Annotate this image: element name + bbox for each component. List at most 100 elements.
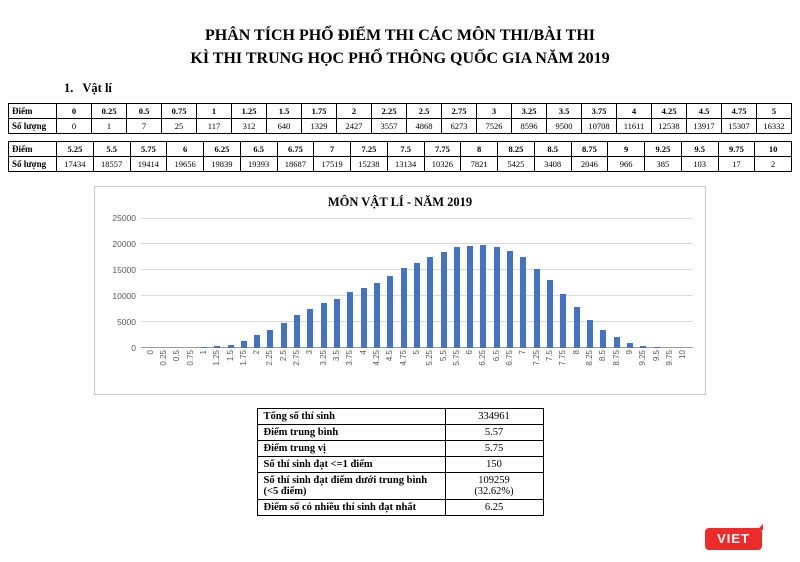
x-tick: 5.5 (437, 350, 450, 390)
score-cell: 6.5 (239, 141, 278, 158)
count-cell: 2427 (336, 118, 372, 135)
summary-row: Số thí sinh đạt <=1 điểm 150 (256, 456, 544, 474)
bar (397, 218, 410, 349)
viet-logo-flag-icon (757, 524, 763, 530)
x-tick: 8 (570, 350, 583, 390)
bar-rect (640, 346, 647, 349)
x-tick: 3.5 (330, 350, 343, 390)
bar (650, 218, 663, 349)
score-cell: 9 (607, 141, 645, 158)
x-tick: 9.25 (637, 350, 650, 390)
bar (357, 218, 370, 349)
x-tick: 9.75 (663, 350, 676, 390)
score-table-part2: Điểm 5.25 5.5 5.75 6 6.25 6.5 6.75 7 7.25 7.5 7.75 8… (8, 141, 792, 173)
bar-rect (307, 309, 314, 349)
x-tick: 1.5 (224, 350, 237, 390)
x-tick-label: 4 (358, 350, 368, 355)
viet-logo: VIET (705, 524, 763, 550)
bar (290, 218, 303, 349)
bar-rect (320, 303, 327, 349)
bar (197, 218, 210, 349)
score-cell: 6.25 (203, 141, 241, 158)
bar (317, 218, 330, 349)
x-tick: 2.5 (277, 350, 290, 390)
row-label: Số lượng (8, 118, 57, 135)
count-cell: 19414 (129, 156, 168, 173)
page-title-line1: PHÂN TÍCH PHỔ ĐIỂM THI CÁC MÔN THI/BÀI T… (205, 27, 595, 44)
x-tick-label: 1.25 (212, 350, 222, 366)
count-cell: 7 (126, 118, 162, 135)
plot-area (141, 218, 693, 349)
viet-logo-text: VIET (717, 531, 750, 546)
bar-rect (214, 346, 221, 349)
chart-body: 0 5000 10000 15000 20000 25000 0 0.25 0.5 0.75 1 1… (107, 214, 693, 390)
section-number: 1. (64, 81, 74, 96)
x-axis: 0 0.25 0.5 0.75 1 1.25 1.5 1.75 2 2.25 2.5 2.75 3 3.2… (141, 350, 693, 390)
x-tick-label: 0.75 (185, 350, 195, 366)
bar-rect (240, 341, 247, 349)
bar-rect (387, 276, 394, 349)
count-cell: 3557 (371, 118, 407, 135)
x-tick-label: 3.5 (332, 350, 342, 362)
x-tick-label: 5.5 (438, 350, 448, 362)
score-cell: 8 (460, 141, 498, 158)
count-cell: 19656 (166, 156, 204, 173)
count-cell: 18687 (276, 156, 315, 173)
x-tick: 3.25 (317, 350, 330, 390)
bar-rect (427, 257, 434, 349)
count-cell: 1 (91, 118, 127, 135)
count-cell: 25 (161, 118, 197, 135)
x-tick: 1.25 (211, 350, 224, 390)
count-cell: 19839 (203, 156, 241, 173)
count-cell: 6273 (441, 118, 477, 135)
count-cell: 15238 (350, 156, 388, 173)
count-cell: 10708 (581, 118, 617, 135)
score-cell: 3.75 (581, 103, 617, 120)
x-tick: 8.25 (583, 350, 596, 390)
bar-rect (653, 347, 660, 349)
count-cell: 3408 (533, 156, 572, 173)
summary-label: Điểm trung bình (256, 424, 446, 442)
y-tick-label: 0 (131, 342, 136, 353)
bar-rect (280, 323, 287, 349)
section-heading: 1. Vật lí (64, 81, 800, 96)
score-cell: 1.25 (231, 103, 267, 120)
x-tick: 5.75 (450, 350, 463, 390)
x-tick-label: 6.75 (505, 350, 515, 366)
bar (344, 218, 357, 349)
x-tick: 2.25 (264, 350, 277, 390)
score-cell: 4.25 (651, 103, 687, 120)
score-cell: 2.25 (371, 103, 407, 120)
x-tick-label: 8.75 (611, 350, 621, 366)
score-cell: 3 (476, 103, 512, 120)
score-cell: 2.75 (441, 103, 477, 120)
bar-rect (586, 320, 593, 349)
x-tick: 7 (517, 350, 530, 390)
score-cell: 8.75 (570, 141, 609, 158)
x-tick-label: 8 (571, 350, 581, 355)
x-tick: 5.25 (424, 350, 437, 390)
y-tick-label: 25000 (112, 212, 136, 223)
bar (224, 218, 237, 349)
x-tick-label: 4.5 (385, 350, 395, 362)
bar-rect (547, 280, 554, 349)
score-cell: 7.75 (423, 141, 462, 158)
x-tick: 3 (304, 350, 317, 390)
x-tick-label: 3.75 (345, 350, 355, 366)
x-tick-label: 7.5 (545, 350, 555, 362)
bar (437, 218, 450, 349)
x-tick-label: 2.75 (292, 350, 302, 366)
score-cell: 9.75 (717, 141, 756, 158)
summary-row: Điểm số có nhiều thí sinh đạt nhất 6.25 (256, 499, 544, 517)
y-tick-label: 5000 (117, 316, 136, 327)
bar (663, 218, 676, 348)
x-tick-label: 7.75 (558, 350, 568, 366)
x-tick: 10 (677, 350, 690, 390)
count-cell: 2046 (570, 156, 609, 173)
x-tick-label: 10 (678, 350, 688, 360)
bar (450, 218, 463, 349)
bar (597, 218, 610, 349)
x-tick: 1 (197, 350, 210, 390)
x-tick-label: 8.5 (598, 350, 608, 362)
bar-rect (254, 335, 261, 349)
